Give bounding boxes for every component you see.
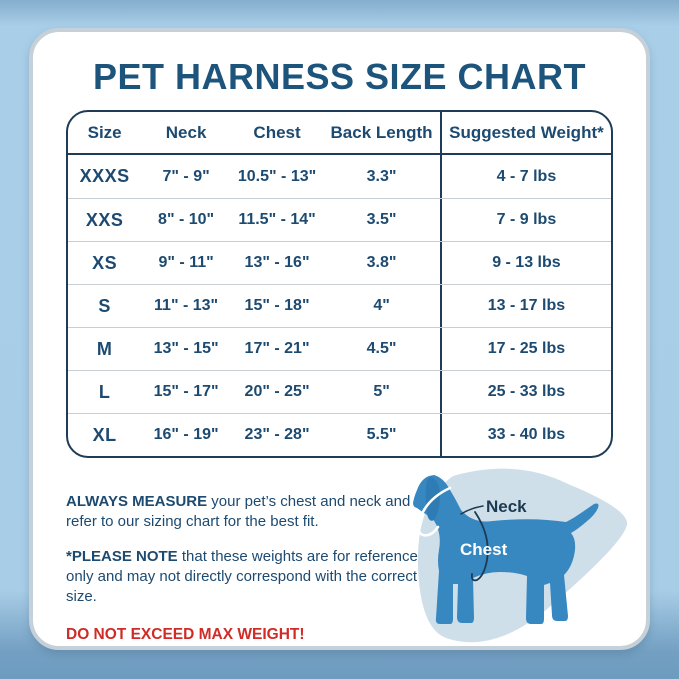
weight-cell: 17 - 25 lbs xyxy=(439,328,611,370)
size-cell: XL xyxy=(92,424,117,445)
size-cell: XS xyxy=(92,252,118,273)
back-length-cell: 3.8" xyxy=(366,254,397,271)
size-cell: XXS xyxy=(85,209,124,230)
reference-note: *PLEASE NOTE that these weights are for … xyxy=(66,547,421,607)
back-length-cell: 5.5" xyxy=(366,426,397,443)
measure-note: ALWAYS MEASURE your pet’s chest and neck… xyxy=(66,492,421,532)
chest-label: Chest xyxy=(460,540,508,559)
neck-measure-line xyxy=(416,486,452,537)
neck-cell: 11" - 13" xyxy=(154,297,219,314)
chest-measure-line xyxy=(470,511,489,582)
back-length-cell: 3.3" xyxy=(366,167,397,185)
neck-pointer-line xyxy=(460,505,484,515)
dog-silhouette xyxy=(413,475,599,624)
size-cell: XXXS xyxy=(79,166,130,186)
chest-cell: 17" - 21" xyxy=(244,340,310,357)
dog-measurement-diagram: Neck Chest xyxy=(398,462,650,658)
table-row: M 13" - 15" 17" - 21" 4.5" 17 - 25 lbs xyxy=(68,327,611,370)
weight-cell: 4 - 7 lbs xyxy=(439,155,611,198)
neck-cell: 15" - 17" xyxy=(153,383,219,400)
neck-cell: 7" - 9" xyxy=(162,167,210,185)
chest-cell: 13" - 16" xyxy=(244,254,310,271)
back-length-cell: 3.5" xyxy=(366,211,397,228)
weight-cell: 13 - 17 lbs xyxy=(439,285,611,327)
reference-note-lead: *PLEASE NOTE xyxy=(66,547,178,565)
table-row: XXS 8" - 10" 11.5" - 14" 3.5" 7 - 9 lbs xyxy=(68,198,611,241)
reference-note-text: that these weights are for reference onl… xyxy=(66,547,418,605)
table-row: XL 16" - 19" 23" - 28" 5.5" 33 - 40 lbs xyxy=(68,413,611,456)
size-cell: S xyxy=(98,295,111,316)
table-header-row: Size Neck Chest Back Length Suggested We… xyxy=(68,112,611,155)
table-row: XXXS 7" - 9" 10.5" - 13" 3.3" 4 - 7 lbs xyxy=(68,155,611,198)
back-length-cell: 5" xyxy=(373,383,390,400)
back-length-cell: 4.5" xyxy=(366,340,397,357)
column-header-suggested-weight: Suggested Weight* xyxy=(439,112,611,153)
chest-cell: 23" - 28" xyxy=(244,426,310,443)
column-header-neck: Neck xyxy=(165,122,207,142)
size-chart-card: PET HARNESS SIZE CHART Size Neck Chest B… xyxy=(29,28,650,650)
size-table: Size Neck Chest Back Length Suggested We… xyxy=(66,110,613,458)
weight-cell: 25 - 33 lbs xyxy=(439,371,611,413)
neck-cell: 13" - 15" xyxy=(153,340,219,357)
chest-cell: 20" - 25" xyxy=(244,383,310,400)
neck-cell: 8" - 10" xyxy=(158,211,215,228)
neck-cell: 16" - 19" xyxy=(153,426,219,443)
back-length-cell: 4" xyxy=(373,297,390,314)
size-cell: M xyxy=(96,338,113,359)
column-header-back-length: Back Length xyxy=(330,122,433,142)
max-weight-warning: DO NOT EXCEED MAX WEIGHT! xyxy=(66,625,305,643)
size-cell: L xyxy=(98,381,111,402)
chest-cell: 15" - 18" xyxy=(244,297,310,314)
neck-label: Neck xyxy=(486,497,527,516)
chest-cell: 10.5" - 13" xyxy=(237,167,317,185)
neck-cell: 9" - 11" xyxy=(158,254,214,271)
table-row: XS 9" - 11" 13" - 16" 3.8" 9 - 13 lbs xyxy=(68,241,611,284)
column-header-chest: Chest xyxy=(253,122,301,142)
page-title: PET HARNESS SIZE CHART xyxy=(92,56,587,97)
table-row: L 15" - 17" 20" - 25" 5" 25 - 33 lbs xyxy=(68,370,611,413)
measure-note-text: your pet’s chest and neck and refer to o… xyxy=(66,493,411,530)
weight-cell: 7 - 9 lbs xyxy=(439,199,611,241)
measure-note-lead: ALWAYS MEASURE xyxy=(66,493,208,510)
table-row: S 11" - 13" 15" - 18" 4" 13 - 17 lbs xyxy=(68,284,611,327)
column-header-size: Size xyxy=(87,122,122,142)
chest-cell: 11.5" - 14" xyxy=(238,211,316,228)
notes-block: ALWAYS MEASURE your pet’s chest and neck… xyxy=(66,492,421,644)
weight-cell: 33 - 40 lbs xyxy=(439,414,611,456)
weight-cell: 9 - 13 lbs xyxy=(439,242,611,284)
